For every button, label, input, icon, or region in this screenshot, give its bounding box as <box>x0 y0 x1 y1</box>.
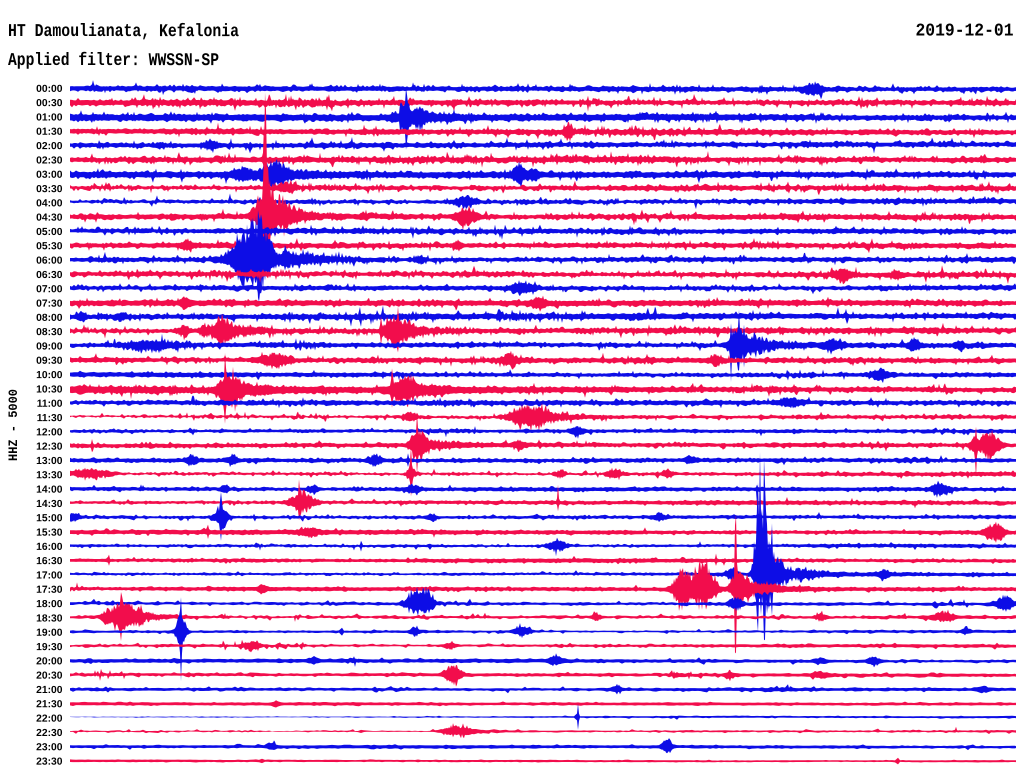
svg-text:05:00: 05:00 <box>36 227 63 238</box>
svg-text:18:30: 18:30 <box>36 613 63 624</box>
svg-text:21:30: 21:30 <box>36 699 63 710</box>
svg-text:15:00: 15:00 <box>36 513 63 524</box>
svg-text:13:30: 13:30 <box>36 470 63 481</box>
svg-text:09:00: 09:00 <box>36 341 63 352</box>
svg-text:01:00: 01:00 <box>36 112 63 123</box>
svg-text:03:00: 03:00 <box>36 170 63 181</box>
svg-text:05:30: 05:30 <box>36 241 63 252</box>
svg-text:HHZ - 5000: HHZ - 5000 <box>6 389 21 461</box>
svg-text:10:00: 10:00 <box>36 370 63 381</box>
svg-text:23:00: 23:00 <box>36 742 63 753</box>
svg-text:04:00: 04:00 <box>36 198 63 209</box>
svg-text:07:00: 07:00 <box>36 284 63 295</box>
svg-text:17:00: 17:00 <box>36 570 63 581</box>
svg-text:14:30: 14:30 <box>36 499 63 510</box>
svg-text:18:00: 18:00 <box>36 599 63 610</box>
svg-text:06:30: 06:30 <box>36 270 63 281</box>
svg-text:14:00: 14:00 <box>36 485 63 496</box>
svg-text:11:00: 11:00 <box>37 399 63 410</box>
svg-text:10:30: 10:30 <box>36 384 63 395</box>
svg-text:11:30: 11:30 <box>37 413 63 424</box>
svg-text:21:00: 21:00 <box>36 685 63 696</box>
svg-text:16:00: 16:00 <box>36 542 63 553</box>
svg-text:HT Damoulianata, Kefalonia: HT Damoulianata, Kefalonia <box>8 22 239 42</box>
svg-text:19:30: 19:30 <box>36 642 63 653</box>
svg-text:06:00: 06:00 <box>36 256 63 267</box>
svg-text:22:30: 22:30 <box>36 728 63 739</box>
svg-text:02:30: 02:30 <box>36 155 63 166</box>
svg-text:03:30: 03:30 <box>36 184 63 195</box>
svg-text:08:00: 08:00 <box>36 313 63 324</box>
svg-text:16:30: 16:30 <box>36 556 63 567</box>
svg-text:12:00: 12:00 <box>36 427 63 438</box>
svg-text:13:00: 13:00 <box>36 456 63 467</box>
svg-text:19:00: 19:00 <box>36 628 63 639</box>
svg-text:Applied filter: WWSSN-SP: Applied filter: WWSSN-SP <box>8 51 219 71</box>
svg-text:2019-12-01: 2019-12-01 <box>915 22 1013 42</box>
svg-text:12:30: 12:30 <box>36 442 63 453</box>
svg-text:20:30: 20:30 <box>36 671 63 682</box>
svg-text:08:30: 08:30 <box>36 327 63 338</box>
svg-text:00:00: 00:00 <box>36 84 63 95</box>
svg-text:09:30: 09:30 <box>36 356 63 367</box>
svg-text:02:00: 02:00 <box>36 141 63 152</box>
svg-text:00:30: 00:30 <box>36 98 63 109</box>
svg-text:15:30: 15:30 <box>36 528 63 539</box>
svg-text:20:00: 20:00 <box>36 656 63 667</box>
svg-text:07:30: 07:30 <box>36 299 63 310</box>
svg-text:23:30: 23:30 <box>36 757 63 768</box>
svg-text:17:30: 17:30 <box>36 585 63 596</box>
svg-text:22:00: 22:00 <box>36 714 63 725</box>
svg-text:04:30: 04:30 <box>36 213 63 224</box>
svg-text:01:30: 01:30 <box>36 127 63 138</box>
